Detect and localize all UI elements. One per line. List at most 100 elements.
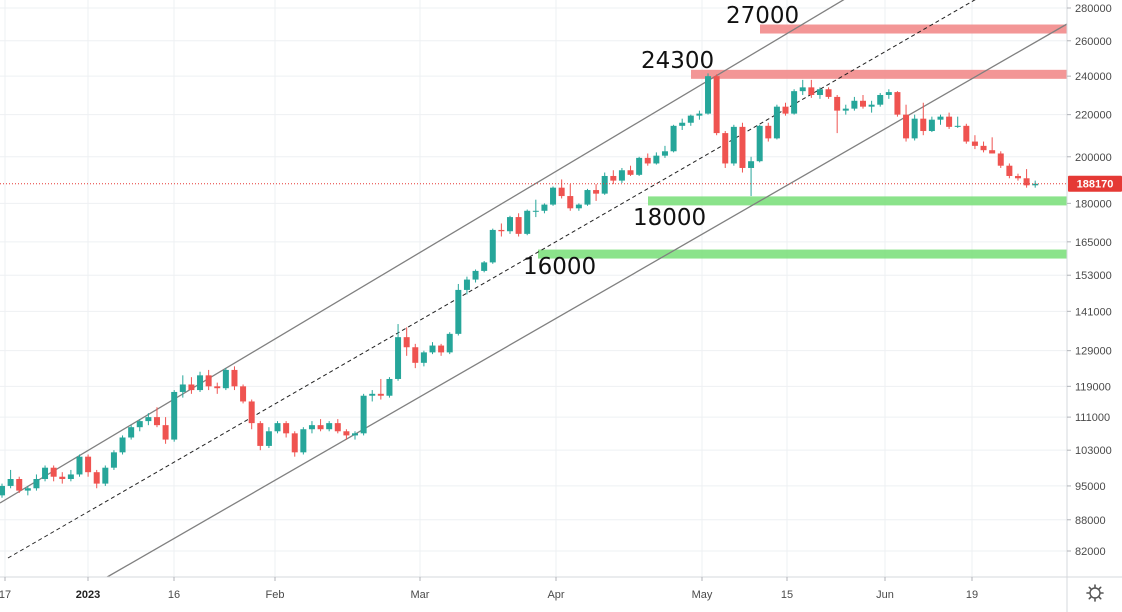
candle-body [989,150,996,154]
candle-body [894,92,901,115]
candle-body [412,347,419,363]
candle [429,342,436,355]
candle [739,122,746,173]
candle-body [205,375,212,387]
candle-body [274,423,281,432]
candle-body [403,337,410,348]
candle-body [240,386,247,402]
candle-body [93,472,100,484]
candle-body [541,204,548,211]
candle [954,116,961,128]
candle-body [145,417,152,422]
candle [661,145,668,158]
candle [618,167,625,183]
y-tick-label: 220000 [1075,110,1112,122]
candle [352,431,359,440]
candle [67,469,74,482]
candle [283,421,290,438]
candle-body [963,125,970,142]
candle [197,371,204,392]
candle-body [532,210,539,212]
candle [171,390,178,442]
candle-body [730,126,737,164]
candle-body [584,190,591,205]
candle [188,377,195,394]
settings-icon[interactable] [1086,584,1104,602]
candle [911,114,918,141]
candle [248,399,255,430]
y-tick-label: 141000 [1075,306,1112,318]
price-levels [538,24,1067,259]
candle-body [102,467,109,484]
candle-body [352,433,359,436]
candle [274,421,281,434]
level-label-24300: 24300 [641,48,714,74]
x-tick-label: Mar [411,589,430,601]
candle [627,165,634,176]
candle-body [773,106,780,139]
candle-body [438,345,445,353]
candle [834,94,841,134]
candle-body [498,229,505,232]
candle-body [524,210,531,234]
last-price-badge: 188170 [1068,175,1122,192]
candle [50,465,57,482]
candle-body [455,289,462,334]
candle [980,141,987,153]
candle [567,184,574,211]
candle-body [713,76,720,134]
candle-body [834,96,841,111]
y-tick-label: 129000 [1075,346,1112,358]
candle [679,118,686,130]
candle [722,131,729,168]
level-label-27000: 27000 [726,3,799,29]
y-axis-ticks[interactable]: 82000 88000 95000 103000 111000 119000 129000 1… [1067,3,1112,558]
candle [369,390,376,402]
candle-body [782,106,789,114]
candle-body [59,476,66,480]
candle [748,156,755,197]
candle-body [171,391,178,440]
candle [472,269,479,283]
candle [179,375,186,398]
candle [946,112,953,129]
candle-body [343,431,350,436]
candle [102,465,109,486]
candle [903,104,910,142]
candle-body [481,262,488,271]
candle [240,384,247,404]
candle [85,454,92,477]
candle-body [877,94,884,105]
candle-body [808,87,815,95]
candle [291,431,298,457]
candle [16,476,23,493]
candle [808,79,815,98]
candle-body [0,485,5,496]
candle-body [377,393,384,396]
candle-body [885,92,892,95]
candle-body [739,126,746,168]
candle [997,151,1004,168]
candle [136,419,143,432]
x-axis-ticks[interactable]: 17 2023 16 Feb Mar Apr May 15 Jun 19 [0,577,978,601]
candle-body [429,345,436,353]
candle-body [257,423,264,446]
candle [705,73,712,115]
candle [825,87,832,99]
support-zone [648,196,1067,206]
candle [515,213,522,237]
candle [636,156,643,176]
candle [1006,163,1013,179]
y-tick-label: 119000 [1075,381,1111,393]
x-axis-panel [0,577,1122,612]
candle-body [799,87,806,92]
candle [920,102,927,136]
y-tick-label: 88000 [1075,515,1106,527]
candle [963,123,970,144]
candle-body [627,170,634,175]
level-labels: 27000 24300 18000 16000 [523,3,799,280]
candle [524,209,531,236]
candle-body [851,100,858,109]
